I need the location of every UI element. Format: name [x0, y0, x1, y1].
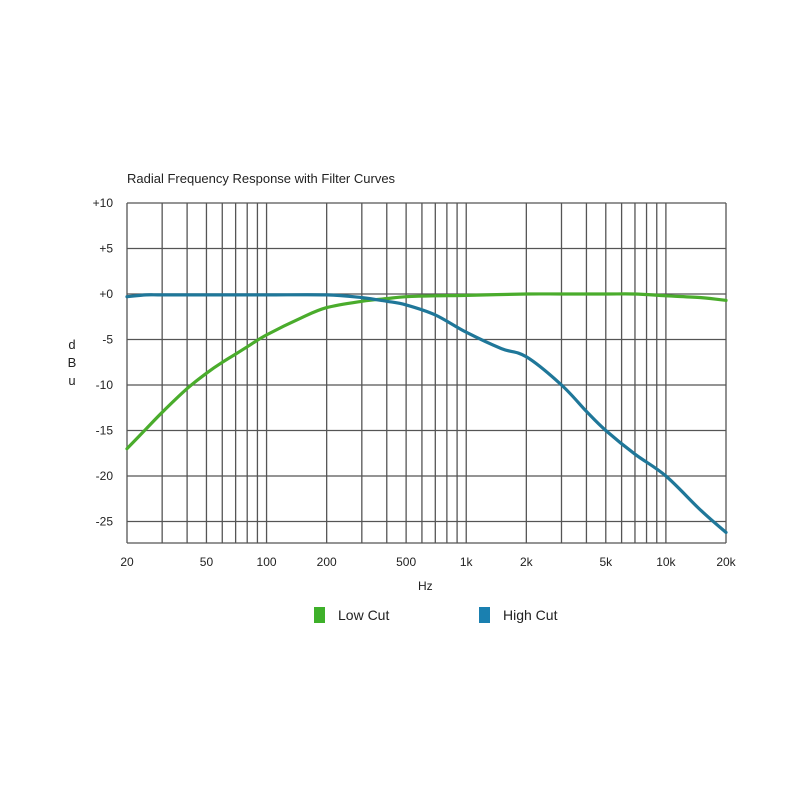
x-axis-label: Hz — [418, 579, 433, 593]
x-tick-label: 2k — [520, 555, 534, 569]
y-tick-label: -10 — [96, 378, 114, 392]
series-line-low-cut — [125, 292, 728, 451]
legend-item-low-cut: Low Cut — [314, 607, 389, 623]
y-tick-label: -15 — [96, 424, 114, 438]
x-tick-label: 500 — [396, 555, 416, 569]
legend-label-low-cut: Low Cut — [338, 607, 390, 623]
y-tick-label: +5 — [99, 242, 113, 256]
x-tick-label: 10k — [656, 555, 676, 569]
legend-swatch-low-cut — [314, 607, 325, 623]
x-tick-label: 5k — [599, 555, 613, 569]
y-tick-label: -20 — [96, 469, 114, 483]
y-axis-ticks: +10 +5 +0 -5 -10 -15 -20 -25 — [93, 196, 114, 529]
x-tick-label: 20 — [120, 555, 134, 569]
y-axis-label-u: u — [68, 373, 76, 388]
y-tick-label: +10 — [93, 196, 114, 210]
y-tick-label: -25 — [96, 515, 114, 529]
y-tick-label: -5 — [102, 333, 113, 347]
x-tick-label: 100 — [257, 555, 277, 569]
x-tick-label: 20k — [716, 555, 736, 569]
legend-label-high-cut: High Cut — [503, 607, 558, 623]
y-axis-label-d: d — [68, 337, 76, 352]
y-tick-label: +0 — [99, 287, 113, 301]
legend-swatch-high-cut — [479, 607, 490, 623]
x-axis-ticks: 20 50 100 200 500 1k 2k 5k 10k 20k — [120, 555, 736, 569]
x-tick-label: 200 — [317, 555, 337, 569]
x-tick-label: 50 — [200, 555, 214, 569]
chart-title: Radial Frequency Response with Filter Cu… — [127, 171, 396, 186]
x-tick-label: 1k — [460, 555, 474, 569]
y-axis-label: d B u — [66, 336, 78, 390]
series-line-high-cut — [125, 293, 728, 534]
y-axis-label-b: B — [67, 355, 77, 370]
chart-grid — [126, 202, 727, 544]
chart-series — [125, 292, 728, 534]
legend-item-high-cut: High Cut — [479, 607, 557, 623]
